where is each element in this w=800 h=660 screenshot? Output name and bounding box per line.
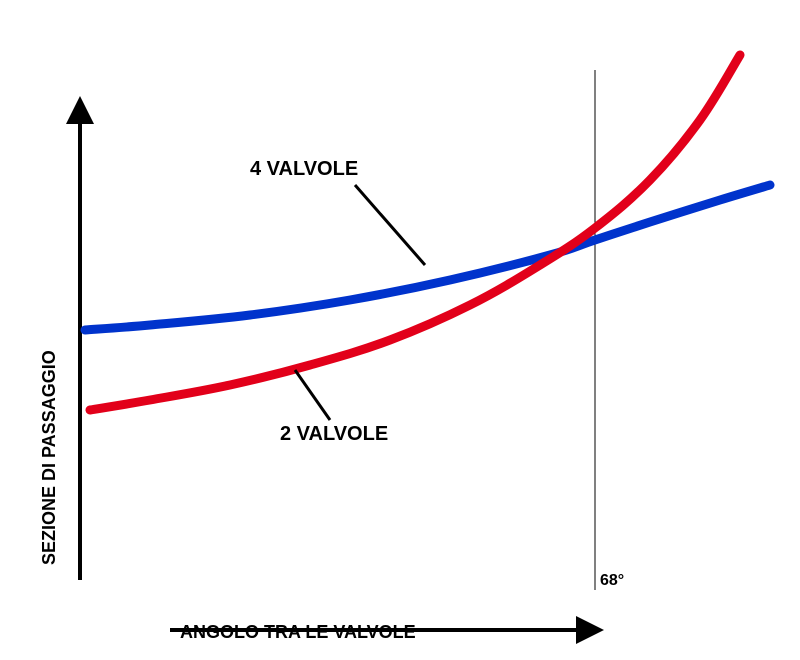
x-axis-label: ANGOLO TRA LE VALVOLE xyxy=(180,622,416,642)
valve-chart: 4 VALVOLE 2 VALVOLE ANGOLO TRA LE VALVOL… xyxy=(0,0,800,660)
reference-label-68deg: 68° xyxy=(600,572,624,589)
y-axis-label: SEZIONE DI PASSAGGIO xyxy=(39,350,59,565)
label-2-valvole: 2 VALVOLE xyxy=(280,423,388,445)
label-4-valvole: 4 VALVOLE xyxy=(250,158,358,180)
